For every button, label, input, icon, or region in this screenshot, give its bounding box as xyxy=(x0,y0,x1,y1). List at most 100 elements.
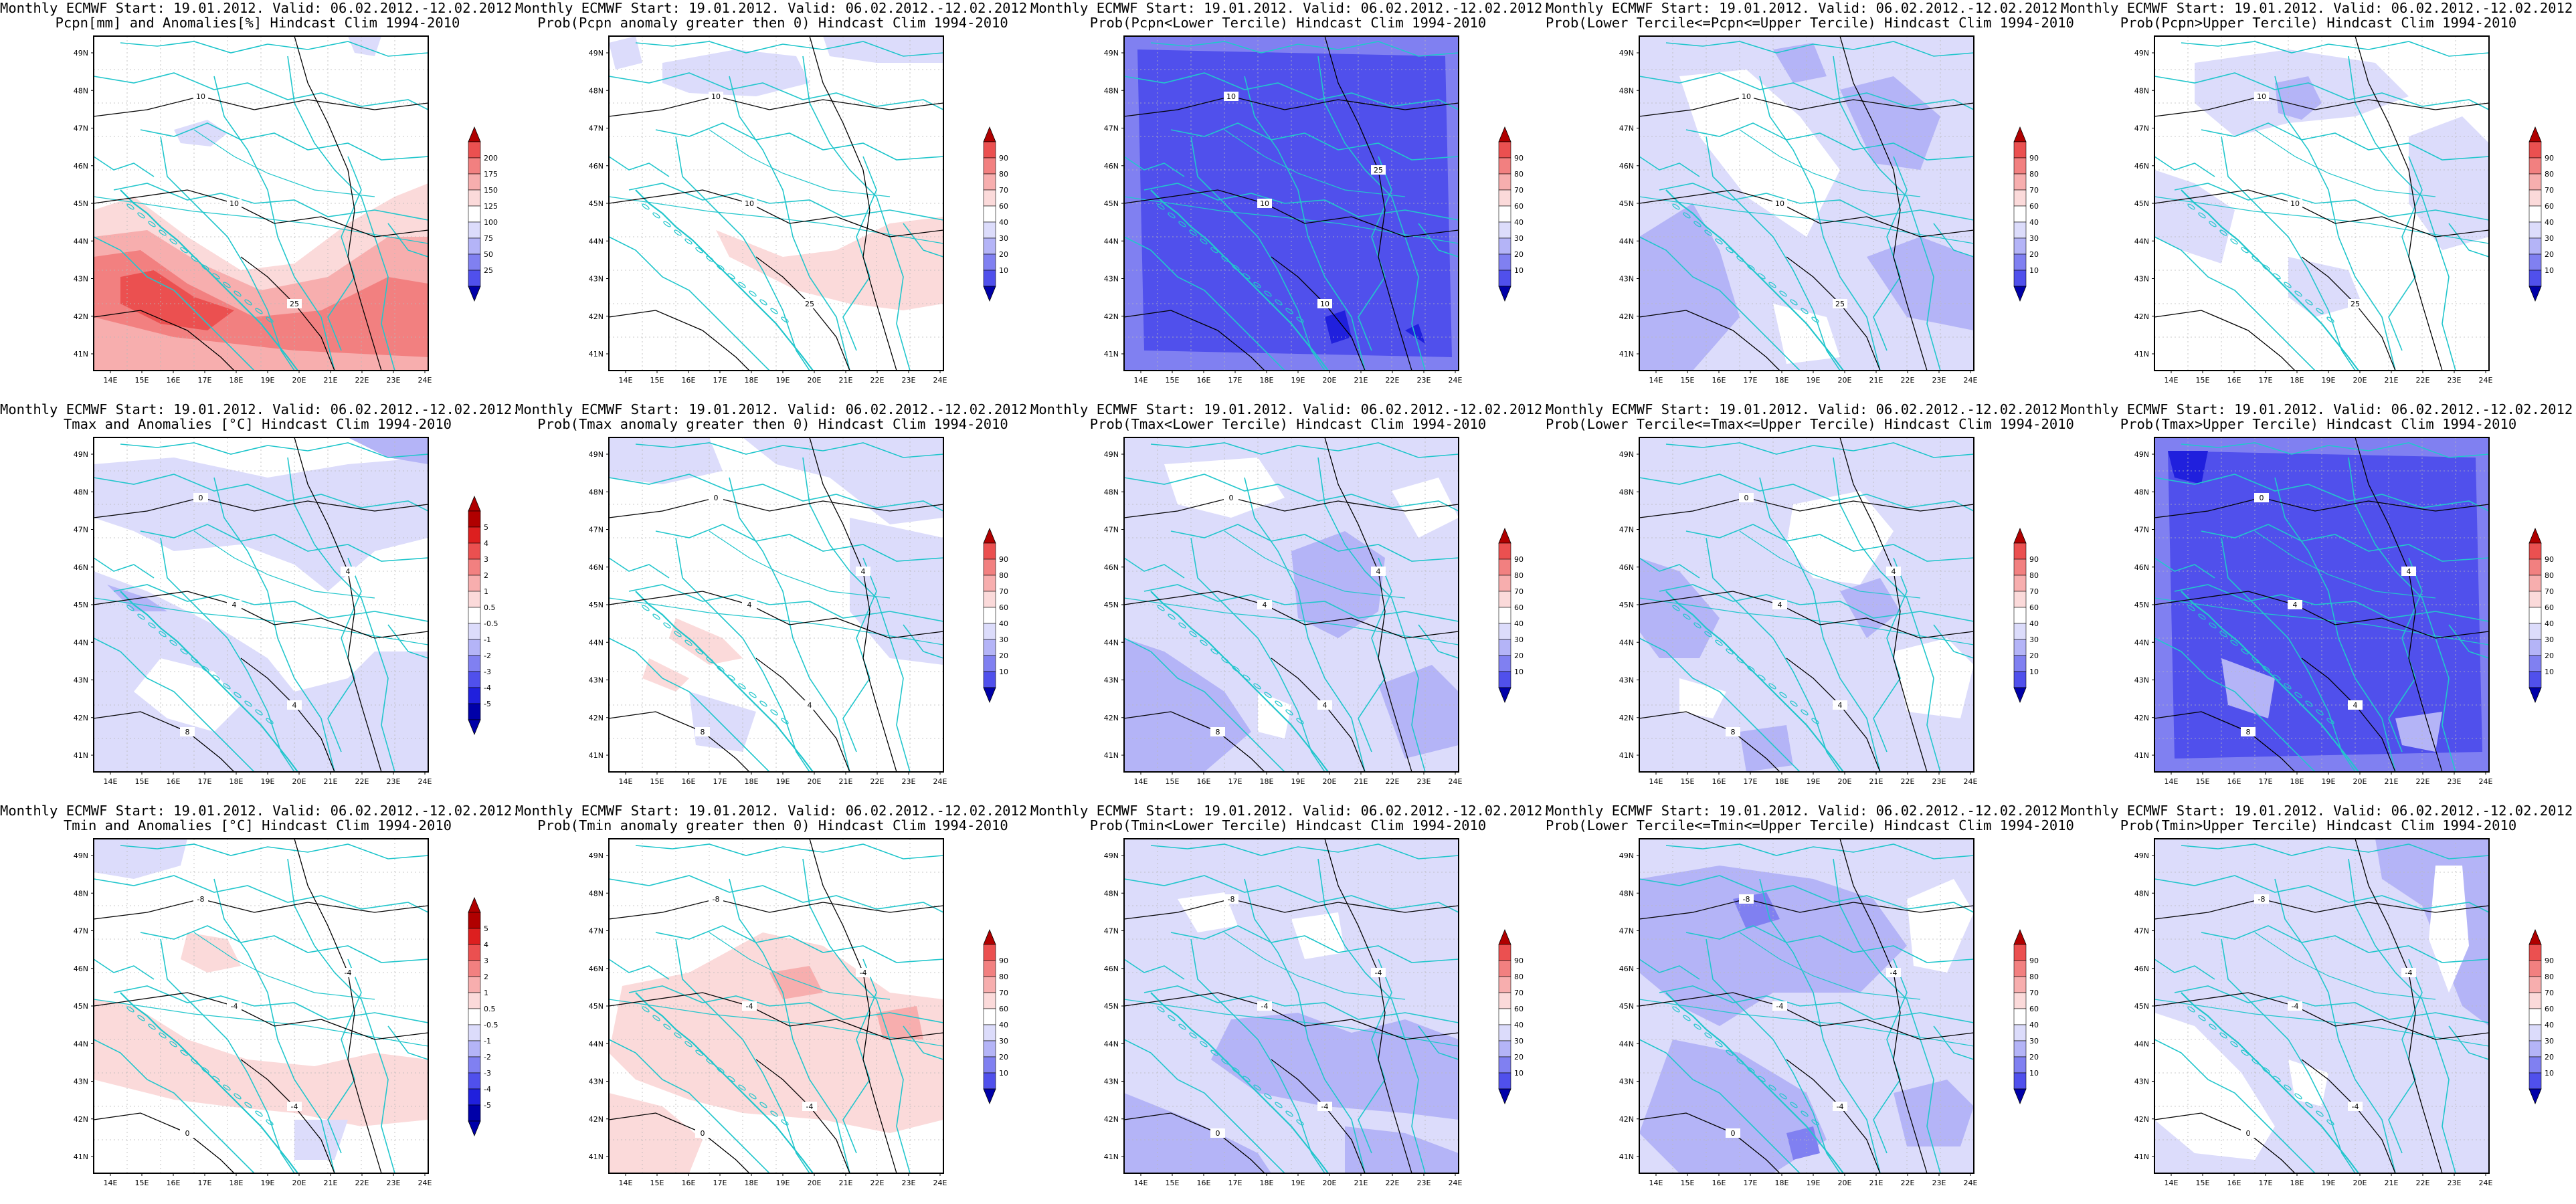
lon-label: 21E xyxy=(1869,1179,1883,1187)
border-line xyxy=(1639,557,1700,579)
colorbar-label: 1 xyxy=(484,989,488,997)
lon-label: 16E xyxy=(2227,376,2241,385)
island xyxy=(191,1058,199,1065)
contour-label-bg xyxy=(1210,1128,1225,1138)
lat-label: 47N xyxy=(1619,526,1634,534)
colorbar-label: 40 xyxy=(2545,619,2554,628)
lon-label: 21E xyxy=(839,376,853,385)
colorbar-label: -3 xyxy=(484,668,491,676)
lon-label: 15E xyxy=(2196,777,2210,786)
colorbar-segment xyxy=(468,189,481,207)
forecast-map: -8 -4 -4 -4 0 41N 42N 43N 44N 45N 46N 47N 48N 49N 14E 1… xyxy=(74,838,432,1187)
colorbar-label: 70 xyxy=(2029,186,2039,195)
border-line xyxy=(635,41,944,57)
island xyxy=(2198,613,2206,620)
border-line xyxy=(802,56,911,371)
border-line xyxy=(802,858,911,1174)
contour-label-bg xyxy=(1772,1001,1787,1011)
island xyxy=(1693,1023,1701,1030)
colorbar-segment xyxy=(1498,173,1511,191)
lon-label: 19E xyxy=(776,777,790,786)
panel-title-line2: Prob(Pcpn<Lower Tercile) Hindcast Clim 1… xyxy=(1089,15,1487,31)
island xyxy=(148,1023,156,1030)
border-line xyxy=(1706,136,1841,371)
contour-label-bg xyxy=(180,1128,195,1138)
forecast-map: 0 4 4 4 8 41N 42N 43N 44N 45N 46N 47N 48N 49N 14E 15E 16… xyxy=(74,437,432,786)
colorbar-segment xyxy=(468,510,481,528)
colorbar-legend: 10 20 30 40 60 70 80 90 xyxy=(983,928,1008,1105)
contour-label: -8 xyxy=(1228,895,1235,904)
contour-labels: -8 -4 -4 -4 0 xyxy=(180,894,355,1138)
lon-label: 16E xyxy=(682,777,696,786)
lat-label: 45N xyxy=(1619,199,1634,208)
island xyxy=(717,1067,725,1074)
border-line xyxy=(1639,72,1974,110)
island xyxy=(1200,238,1208,245)
border-line xyxy=(2221,537,2356,773)
border-line xyxy=(2181,41,2490,57)
country-borders xyxy=(608,843,944,1174)
island xyxy=(1285,308,1293,314)
island xyxy=(1264,290,1272,297)
axis-labels: 41N 42N 43N 44N 45N 46N 47N 48N 49N 14E 15E 16E 17E 1… xyxy=(2134,49,2492,385)
lon-label: 16E xyxy=(682,1179,696,1187)
contour-label: 0 xyxy=(1216,1129,1220,1138)
lon-label: 18E xyxy=(229,376,244,385)
lat-label: 45N xyxy=(2134,199,2149,208)
colorbar-segment xyxy=(2013,591,2027,608)
colorbar-label: 60 xyxy=(999,603,1008,612)
border-line xyxy=(287,858,395,1174)
colorbar-segment xyxy=(2013,141,2027,159)
colorbar-label: 25 xyxy=(484,266,493,275)
colorbar-prob: 10 20 30 40 60 70 80 90 xyxy=(1498,928,1524,1105)
lon-label: 15E xyxy=(650,777,664,786)
panel-title-line1: Monthly ECMWF Start: 19.01.2012. Valid: … xyxy=(0,803,521,819)
lon-label: 17E xyxy=(2259,376,2273,385)
lon-label: 23E xyxy=(2448,777,2462,786)
lon-label: 14E xyxy=(104,777,118,786)
panel-title-line1: Monthly ECMWF Start: 19.01.2012. Valid: … xyxy=(1030,803,1551,819)
colorbar-label: 60 xyxy=(999,1005,1008,1013)
colorbar-segment xyxy=(468,254,481,271)
lon-label: 23E xyxy=(1932,376,1946,385)
colorbar-segment xyxy=(2528,1024,2542,1041)
island xyxy=(1747,1067,1755,1074)
lon-label: 17E xyxy=(1228,1179,1243,1187)
colorbar-arrow-top xyxy=(2528,126,2542,142)
contour-line xyxy=(2154,591,2490,639)
lat-label: 41N xyxy=(589,350,604,359)
island xyxy=(1296,718,1304,724)
colorbar-label: -5 xyxy=(484,700,491,708)
colorbar-segment xyxy=(1498,237,1511,255)
colorbar-legend: 10 20 30 40 60 70 80 90 xyxy=(983,126,1008,302)
contour-label-bg xyxy=(2348,700,2363,710)
coastline xyxy=(1150,189,1329,371)
shaded-area xyxy=(716,217,943,310)
island xyxy=(2284,683,2292,690)
contour-label-bg xyxy=(1833,1102,1847,1111)
colorbar-label: 40 xyxy=(1514,218,1524,227)
colorbar-segment xyxy=(1498,655,1511,672)
contour-label: -4 xyxy=(2352,1102,2359,1111)
contour-labels: -8 -4 -4 -4 0 xyxy=(1210,894,1386,1138)
lat-label: 46N xyxy=(1104,563,1119,572)
lat-label: 48N xyxy=(2134,86,2149,95)
island xyxy=(1801,709,1809,716)
contour-labels: 10 10 25 xyxy=(709,92,817,308)
colorbar-label: 10 xyxy=(2029,1069,2039,1078)
forecast-panel: Monthly ECMWF Start: 19.01.2012. Valid: … xyxy=(515,401,1036,803)
colorbar-segment xyxy=(2528,639,2542,656)
panel-title-line1: Monthly ECMWF Start: 19.01.2012. Valid: … xyxy=(1030,0,1551,16)
lon-label: 23E xyxy=(2448,376,2462,385)
shaded-area xyxy=(1137,49,1452,357)
border-line xyxy=(2154,557,2215,579)
contour-label: 4 xyxy=(2407,567,2411,576)
lat-label: 44N xyxy=(589,1039,604,1048)
colorbar-label: 70 xyxy=(999,989,1008,997)
contour-label: 0 xyxy=(185,1129,190,1138)
island xyxy=(1285,709,1293,716)
panel-title-line2: Prob(Lower Tercile<=Tmin<=Upper Tercile)… xyxy=(1546,817,2074,833)
coastline xyxy=(1150,591,1329,773)
lat-label: 45N xyxy=(74,1002,88,1011)
border-line xyxy=(675,136,810,371)
